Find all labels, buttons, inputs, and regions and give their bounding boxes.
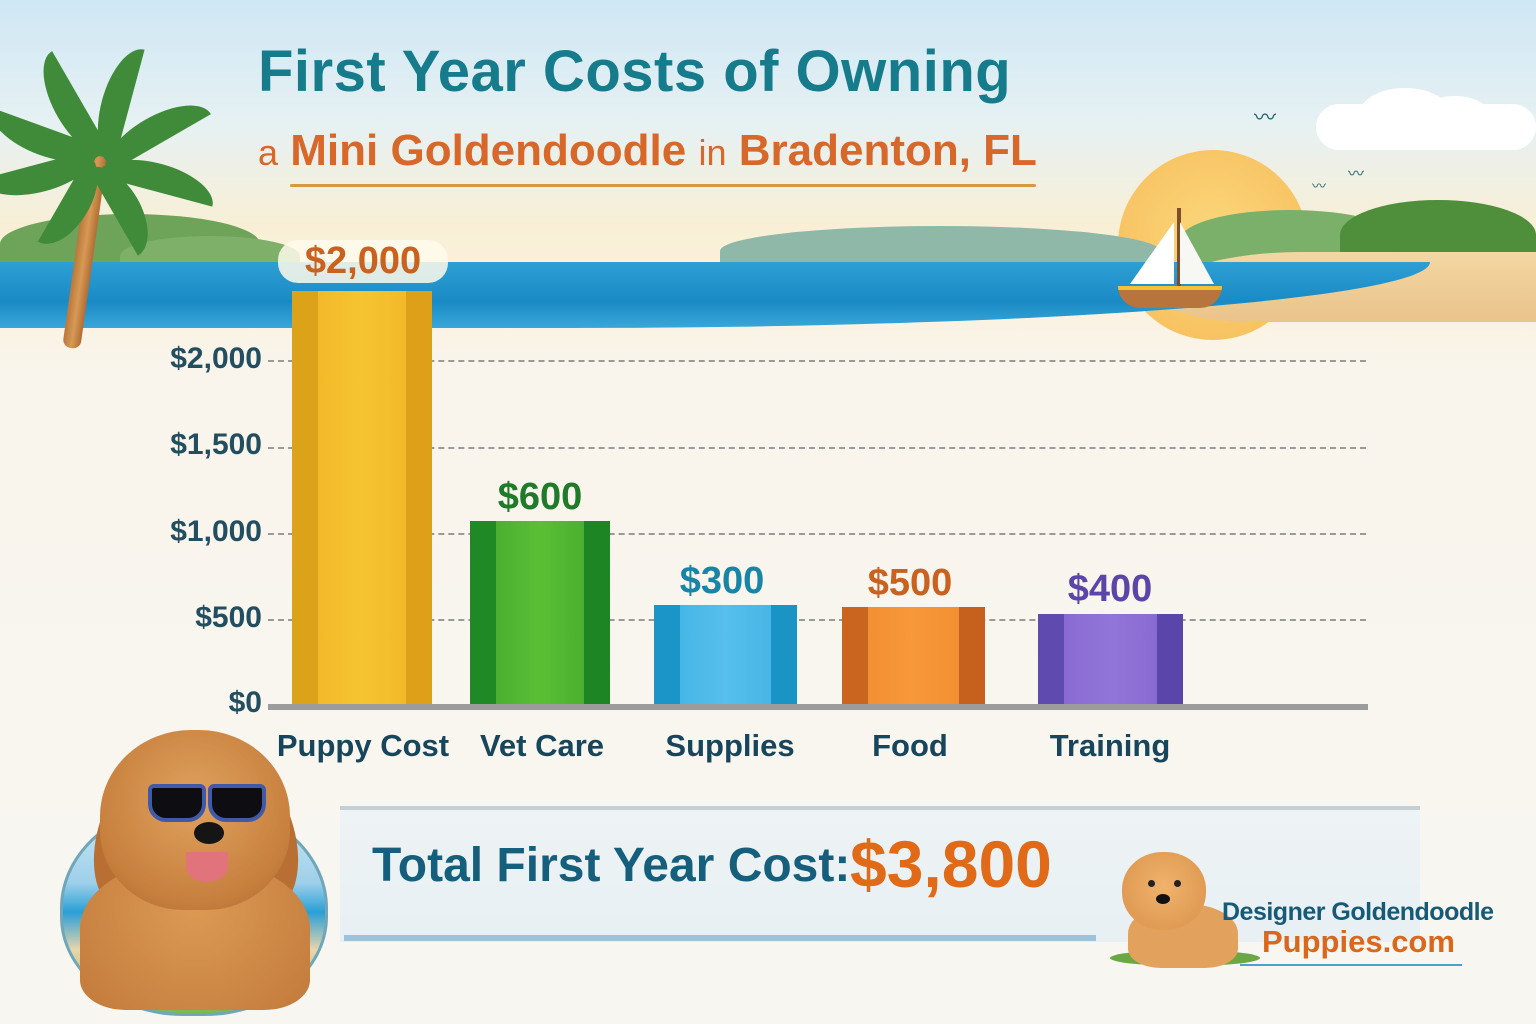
bar-food	[842, 607, 985, 705]
y-tick-2000: $2,000	[170, 342, 262, 375]
logo-underline	[1240, 964, 1462, 966]
total-banner	[340, 806, 1420, 942]
title-breed: Mini Goldendoodle	[290, 126, 687, 175]
seagull-icon: 〰	[1348, 166, 1365, 183]
x-label-supplies: Supplies	[665, 728, 795, 763]
logo-dog-nose	[1156, 894, 1170, 904]
cloud	[1420, 96, 1490, 136]
title-prefix: a	[258, 132, 279, 173]
title-underline	[290, 184, 1036, 187]
x-label-training: Training	[1049, 728, 1171, 763]
bar-supplies	[654, 605, 797, 705]
value-label-vet-care: $600	[497, 476, 583, 518]
bar-vet-care	[470, 521, 610, 705]
bar-puppy-cost	[292, 291, 432, 705]
x-label-food: Food	[872, 728, 948, 763]
logo-text-line2: Puppies.com	[1262, 924, 1455, 959]
y-tick-1500: $1,500	[170, 428, 262, 461]
total-label: Total First Year Cost:	[372, 839, 851, 892]
dog-nose	[194, 822, 224, 844]
title-in: in	[698, 132, 727, 173]
title-place: Bradenton, FL	[738, 126, 1037, 175]
gridline	[268, 360, 1366, 362]
gridline	[268, 619, 1366, 621]
x-axis	[268, 704, 1368, 710]
value-label-training: $400	[1067, 568, 1153, 610]
value-label-food: $500	[867, 562, 953, 604]
chart-title-line1: First Year Costs of Owning	[258, 39, 1012, 104]
bar-training	[1038, 614, 1183, 705]
boat-sail	[1130, 222, 1174, 284]
logo-dog-eye	[1174, 880, 1181, 887]
y-tick-1000: $1,000	[170, 515, 262, 548]
total-value: $3,800	[850, 827, 1052, 901]
boat-sail	[1180, 222, 1214, 284]
logo-puppy-icon	[1122, 852, 1206, 930]
value-label-supplies: $300	[679, 560, 765, 602]
chart-title-line2: a Mini Goldendoodle in Bradenton, FL	[258, 126, 1037, 176]
sailboat-icon	[1118, 286, 1222, 308]
logo-dog-eye	[1148, 880, 1155, 887]
seagull-icon: 〰	[1312, 178, 1326, 194]
boat-mast	[1177, 208, 1181, 292]
y-tick-0: $0	[228, 686, 262, 719]
dog-tongue	[186, 852, 228, 882]
value-label-puppy-cost: $2,000	[278, 240, 448, 283]
sunglasses-icon	[148, 784, 266, 822]
seagull-icon: 〰	[1254, 105, 1277, 130]
x-label-puppy-cost: Puppy Cost	[276, 728, 450, 763]
x-label-vet-care: Vet Care	[479, 728, 605, 763]
y-tick-500: $500	[195, 601, 262, 634]
logo-text-line1: Designer Goldendoodle	[1222, 898, 1494, 926]
gridline	[268, 447, 1366, 449]
total-banner-rule	[344, 935, 1096, 941]
gridline	[268, 533, 1366, 535]
